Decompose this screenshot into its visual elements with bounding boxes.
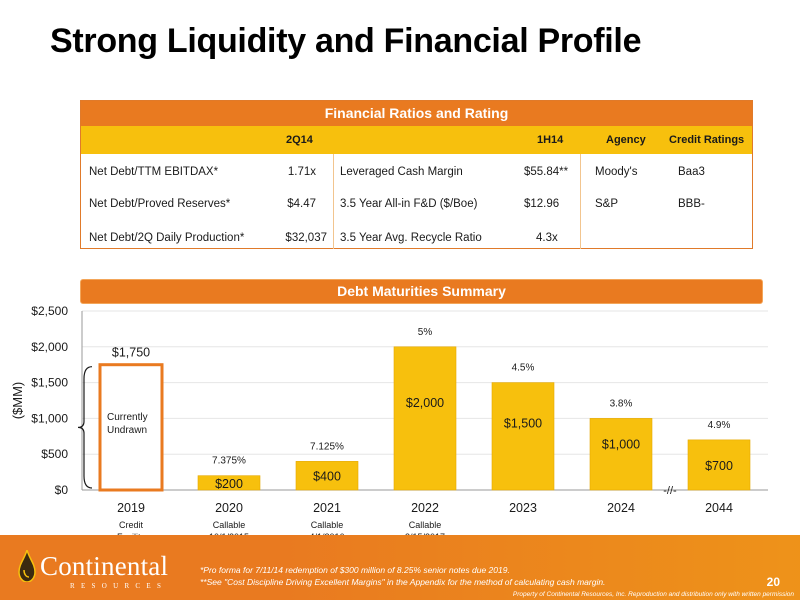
footnote-2: **See "Cost Discipline Driving Excellent… [200, 577, 606, 587]
y-tick-label: $1,500 [31, 376, 68, 390]
bar-value-label: $1,500 [504, 417, 542, 431]
credit-rating: Baa3 [678, 166, 705, 178]
ratio-metric: Leveraged Cash Margin [340, 166, 463, 178]
financial-ratios-table: Financial Ratios and Rating 2Q14 1H14 Ag… [80, 100, 753, 249]
y-tick-label: $500 [41, 447, 68, 461]
x-tick-label: 2022 [411, 501, 439, 515]
agency-name: S&P [595, 198, 619, 210]
header-credit-ratings: Credit Ratings [669, 134, 745, 146]
ratio-value-2q14: $32,037 [285, 232, 327, 244]
ratio-metric: Net Debt/2Q Daily Production* [89, 232, 245, 244]
bar-value-label: $1,750 [112, 346, 150, 360]
credit-rating: BBB- [678, 198, 705, 210]
bar-value-label: $2,000 [406, 396, 444, 410]
x-sub-label: Credit [119, 520, 144, 530]
ratio-value-1h14: 4.3x [536, 232, 558, 244]
company-logo-name: Continental [40, 551, 169, 581]
ratio-value-2q14: 1.71x [287, 166, 316, 178]
coupon-rate-label: 5% [418, 327, 433, 338]
footer-band [0, 535, 800, 600]
header-agency: Agency [606, 134, 646, 146]
company-logo-sub: RESOURCES [70, 582, 168, 590]
bar [491, 382, 555, 491]
coupon-rate-label: 4.5% [512, 363, 535, 374]
bar [197, 475, 261, 491]
y-tick-label: $2,000 [31, 340, 68, 354]
x-sub-label: Callable [311, 520, 344, 530]
bar [295, 461, 359, 491]
bar [589, 418, 653, 491]
bar-value-label: $400 [313, 470, 341, 484]
ratio-metric: 3.5 Year Avg. Recycle Ratio [340, 232, 482, 244]
page-title: Strong Liquidity and Financial Profile [50, 22, 642, 60]
ratio-value-1h14: $55.84** [524, 166, 569, 178]
bar-value-label: $700 [705, 459, 733, 473]
x-sub-label: Callable [409, 520, 442, 530]
y-tick-label: $1,000 [31, 411, 68, 425]
ratio-value-1h14: $12.96 [524, 198, 560, 210]
ratio-metric: Net Debt/Proved Reserves* [89, 198, 231, 210]
oil-drop-logo-icon [18, 550, 36, 582]
bar [393, 346, 457, 491]
debt-maturities-banner: Debt Maturities Summary [80, 279, 763, 304]
x-tick-label: 2044 [705, 501, 733, 515]
bar [687, 439, 751, 491]
ratio-metric: Net Debt/TTM EBITDAX* [89, 166, 219, 178]
ratios-table-title: Financial Ratios and Rating [81, 101, 752, 126]
x-tick-label: 2020 [215, 501, 243, 515]
debt-maturities-chart: $0 $500 $1,000 $1,500 $2,000 $2,500 ($MM) $1,75… [10, 304, 768, 540]
ratio-metric: 3.5 Year All-in F&D ($/Boe) [340, 198, 478, 210]
x-tick-label: 2021 [313, 501, 341, 515]
x-tick-label: 2024 [607, 501, 635, 515]
y-tick-label: $0 [55, 483, 69, 497]
coupon-rate-label: 3.8% [610, 398, 633, 409]
bar-value-label: $200 [215, 477, 243, 491]
axis-break-marker: -//- [663, 485, 677, 497]
header-1h14: 1H14 [537, 134, 564, 146]
coupon-rate-label: 4.9% [708, 420, 731, 431]
x-tick-label: 2023 [509, 501, 537, 515]
x-tick-label: 2019 [117, 501, 145, 515]
column-divider [333, 154, 334, 249]
x-sub-label: Callable [213, 520, 246, 530]
bar-value-label: $1,000 [602, 437, 640, 451]
y-tick-label: $2,500 [31, 304, 68, 318]
undrawn-label: Currently [107, 412, 148, 423]
legal-notice: Property of Continental Resources, Inc. … [512, 591, 794, 598]
y-axis-label: ($MM) [10, 382, 25, 420]
undrawn-label: Undrawn [107, 425, 147, 436]
coupon-rate-label: 7.375% [212, 456, 246, 467]
ratios-header-row: 2Q14 1H14 Agency Credit Ratings [81, 126, 752, 154]
header-2q14: 2Q14 [286, 134, 313, 146]
column-divider [580, 154, 581, 249]
footnote-1: *Pro forma for 7/11/14 redemption of $30… [200, 565, 510, 575]
ratio-value-2q14: $4.47 [287, 198, 316, 210]
undrawn-bracket [77, 366, 93, 489]
agency-name: Moody's [595, 166, 638, 178]
bar-undrawn [98, 363, 164, 492]
coupon-rate-label: 7.125% [310, 441, 344, 452]
page-number: 20 [766, 575, 780, 589]
